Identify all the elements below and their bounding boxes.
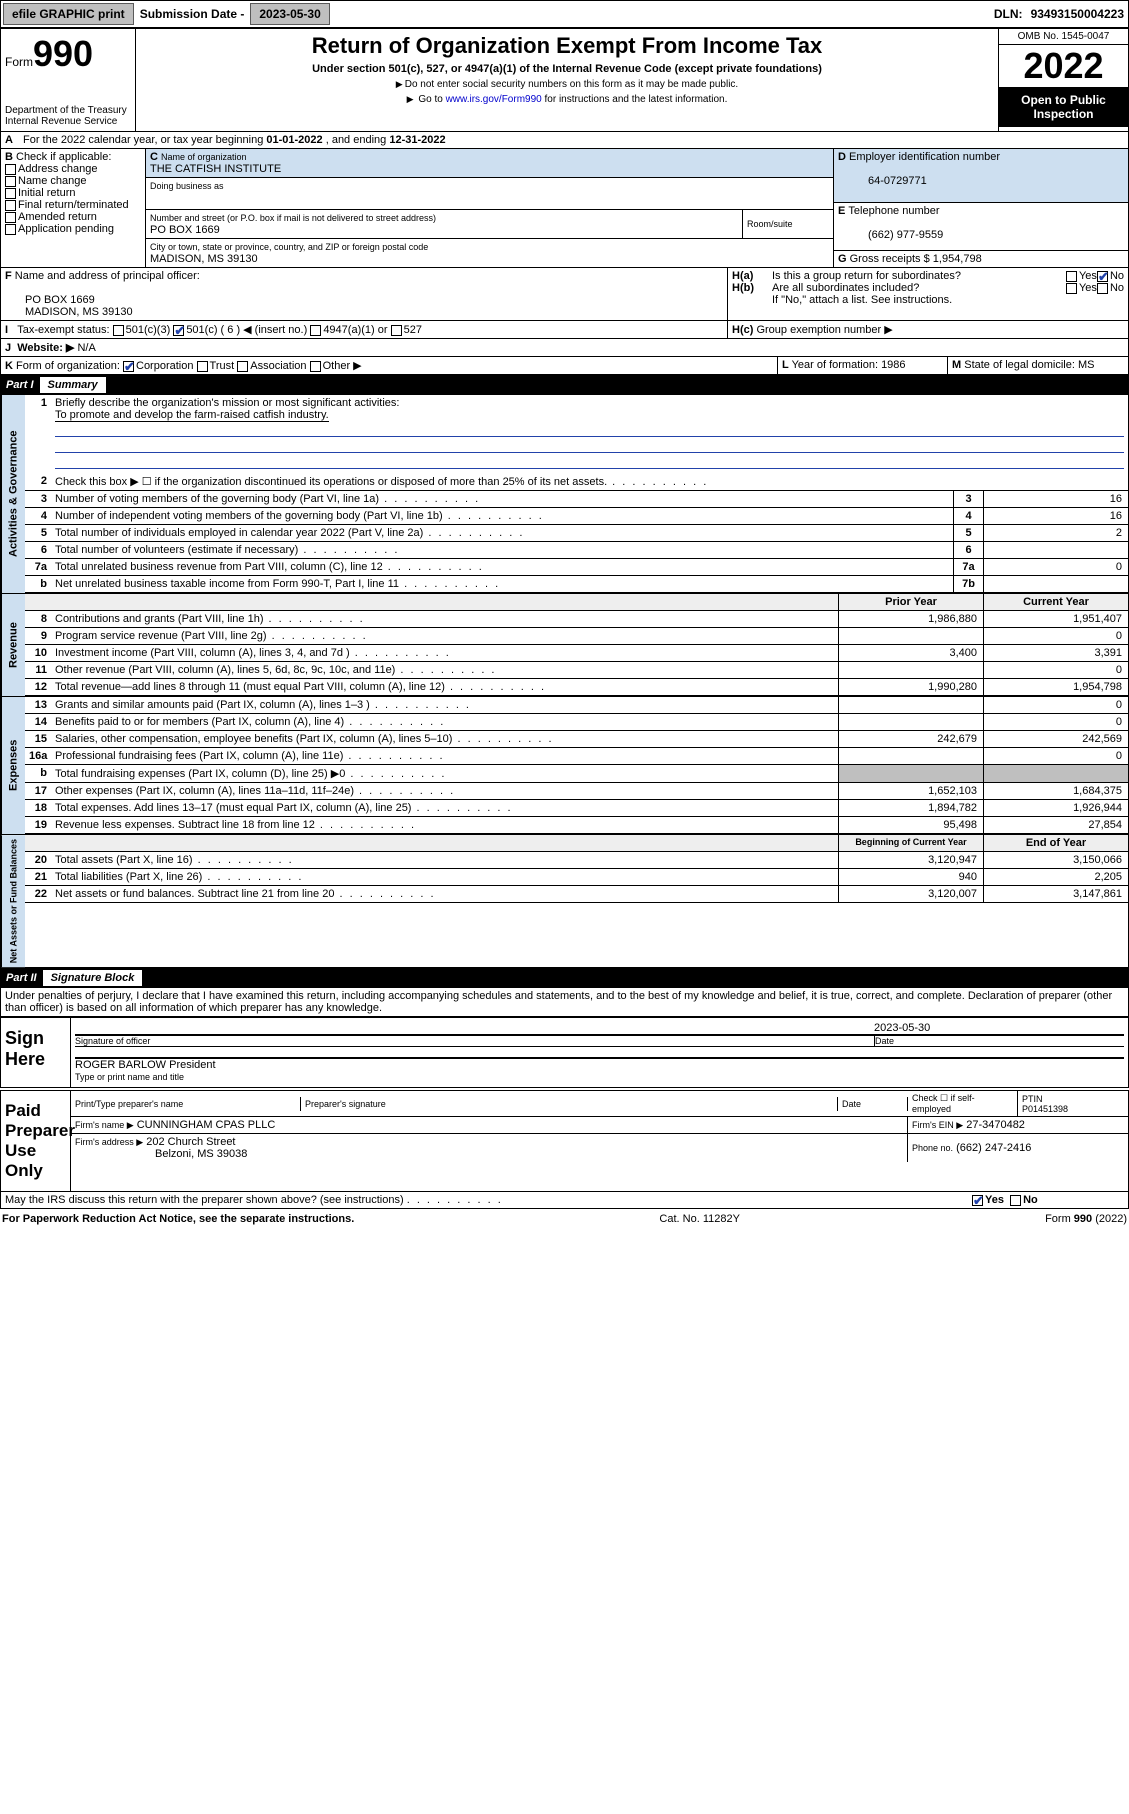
website-row: J Website: ▶ N/A [0,339,1129,357]
app-pending-check[interactable] [5,224,16,235]
dln-label: DLN: [990,7,1027,21]
data-line: 14Benefits paid to or for members (Part … [25,714,1128,731]
trust-check[interactable] [197,361,208,372]
gov-line: 6Total number of volunteers (estimate if… [25,542,1128,559]
501c-check[interactable] [173,325,184,336]
irs-label: Internal Revenue Service [5,116,131,127]
corp-check[interactable] [123,361,134,372]
ssn-note: Do not enter social security numbers on … [140,79,994,90]
sign-here-label: Sign Here [1,1018,71,1087]
data-line: 12Total revenue—add lines 8 through 11 (… [25,679,1128,696]
data-line: 8Contributions and grants (Part VIII, li… [25,611,1128,628]
gov-line: bNet unrelated business taxable income f… [25,576,1128,593]
discuss-row: May the IRS discuss this return with the… [0,1192,1129,1209]
part1-bar: Part I Summary [0,375,1129,395]
gov-line: 4Number of independent voting members of… [25,508,1128,525]
city-row: City or town, state or province, country… [146,239,833,267]
addr-change-check[interactable] [5,164,16,175]
data-line: 10Investment income (Part VIII, column (… [25,645,1128,662]
hb-yes-check[interactable] [1066,283,1077,294]
declaration: Under penalties of perjury, I declare th… [0,988,1129,1017]
data-line: 13Grants and similar amounts paid (Part … [25,697,1128,714]
data-line: 19Revenue less expenses. Subtract line 1… [25,817,1128,834]
open-public: Open to Public Inspection [999,87,1128,127]
section-b: B Check if applicable: Address change Na… [1,149,146,267]
data-line: 17Other expenses (Part IX, column (A), l… [25,783,1128,800]
sign-here-block: Sign Here 2023-05-30 Signature of office… [0,1017,1129,1088]
line-a: A For the 2022 calendar year, or tax yea… [0,132,1129,149]
room-suite: Room/suite [743,217,833,231]
data-line: 11Other revenue (Part VIII, column (A), … [25,662,1128,679]
amended-check[interactable] [5,212,16,223]
data-line: 22Net assets or fund balances. Subtract … [25,886,1128,903]
data-line: 21Total liabilities (Part X, line 26)940… [25,869,1128,886]
form-title: Return of Organization Exempt From Incom… [140,33,994,59]
top-bar: efile GRAPHIC print Submission Date - 20… [0,0,1129,28]
tax-year: 2022 [999,45,1128,87]
hb-no-check[interactable] [1097,283,1108,294]
part2-bar: Part II Signature Block [0,968,1129,988]
omb-number: OMB No. 1545-0047 [999,29,1128,45]
expenses-section: Expenses 13Grants and similar amounts pa… [0,697,1129,835]
revenue-section: Revenue Prior Year Current Year 8Contrib… [0,594,1129,697]
gov-line: 2Check this box ▶ ☐ if the organization … [25,473,1128,491]
gov-line: 3Number of voting members of the governi… [25,491,1128,508]
submission-date-button[interactable]: 2023-05-30 [250,3,329,25]
dln-value: 93493150004223 [1027,7,1128,21]
officer-block: F Name and address of principal officer:… [0,268,1129,321]
paid-prep-label: Paid Preparer Use Only [1,1091,71,1191]
paid-preparer-block: Paid Preparer Use Only Print/Type prepar… [0,1090,1129,1192]
balances-section: Net Assets or Fund Balances Beginning of… [0,835,1129,968]
ha-no-check[interactable] [1097,271,1108,282]
phone-box: E Telephone number (662) 977-9559 [834,203,1128,251]
instructions-note: Go to www.irs.gov/Form990 for instructio… [140,94,994,105]
assoc-check[interactable] [237,361,248,372]
name-change-check[interactable] [5,176,16,187]
data-line: bTotal fundraising expenses (Part IX, co… [25,765,1128,783]
efile-button[interactable]: efile GRAPHIC print [3,3,134,25]
gov-label: Activities & Governance [1,395,25,593]
other-check[interactable] [310,361,321,372]
org-name-row: C Name of organization THE CATFISH INSTI… [146,149,833,178]
dba-row: Doing business as [146,178,833,210]
part1-body: Activities & Governance 1 Briefly descri… [0,395,1129,594]
form-org-row: K Form of organization: Corporation Trus… [0,357,1129,375]
501c3-check[interactable] [113,325,124,336]
exp-label: Expenses [1,697,25,834]
data-line: 9Program service revenue (Part VIII, lin… [25,628,1128,645]
4947-check[interactable] [310,325,321,336]
data-line: 16aProfessional fundraising fees (Part I… [25,748,1128,765]
submission-label: Submission Date - [136,7,249,21]
entity-block: B Check if applicable: Address change Na… [0,149,1129,268]
ein-box: D Employer identification number 64-0729… [834,149,1128,203]
data-line: 15Salaries, other compensation, employee… [25,731,1128,748]
discuss-yes-check[interactable] [972,1195,983,1206]
gov-line: 7aTotal unrelated business revenue from … [25,559,1128,576]
bal-label: Net Assets or Fund Balances [1,835,25,967]
data-line: 20Total assets (Part X, line 16)3,120,94… [25,852,1128,869]
discuss-no-check[interactable] [1010,1195,1021,1206]
form-subtitle: Under section 501(c), 527, or 4947(a)(1)… [140,63,994,75]
data-line: 18Total expenses. Add lines 13–17 (must … [25,800,1128,817]
status-block: I Tax-exempt status: 501(c)(3) 501(c) ( … [0,321,1129,339]
form-header: Form990 Department of the Treasury Inter… [0,28,1129,132]
ha-yes-check[interactable] [1066,271,1077,282]
irs-link[interactable]: www.irs.gov/Form990 [446,94,542,105]
street-row: Number and street (or P.O. box if mail i… [146,210,743,238]
form-number: Form990 [5,33,131,75]
final-return-check[interactable] [5,200,16,211]
gross-receipts: G Gross receipts $ 1,954,798 [834,251,1128,267]
initial-return-check[interactable] [5,188,16,199]
page-footer: For Paperwork Reduction Act Notice, see … [0,1209,1129,1229]
gov-line: 5Total number of individuals employed in… [25,525,1128,542]
dept-treasury: Department of the Treasury [5,105,131,116]
527-check[interactable] [391,325,402,336]
rev-label: Revenue [1,594,25,696]
